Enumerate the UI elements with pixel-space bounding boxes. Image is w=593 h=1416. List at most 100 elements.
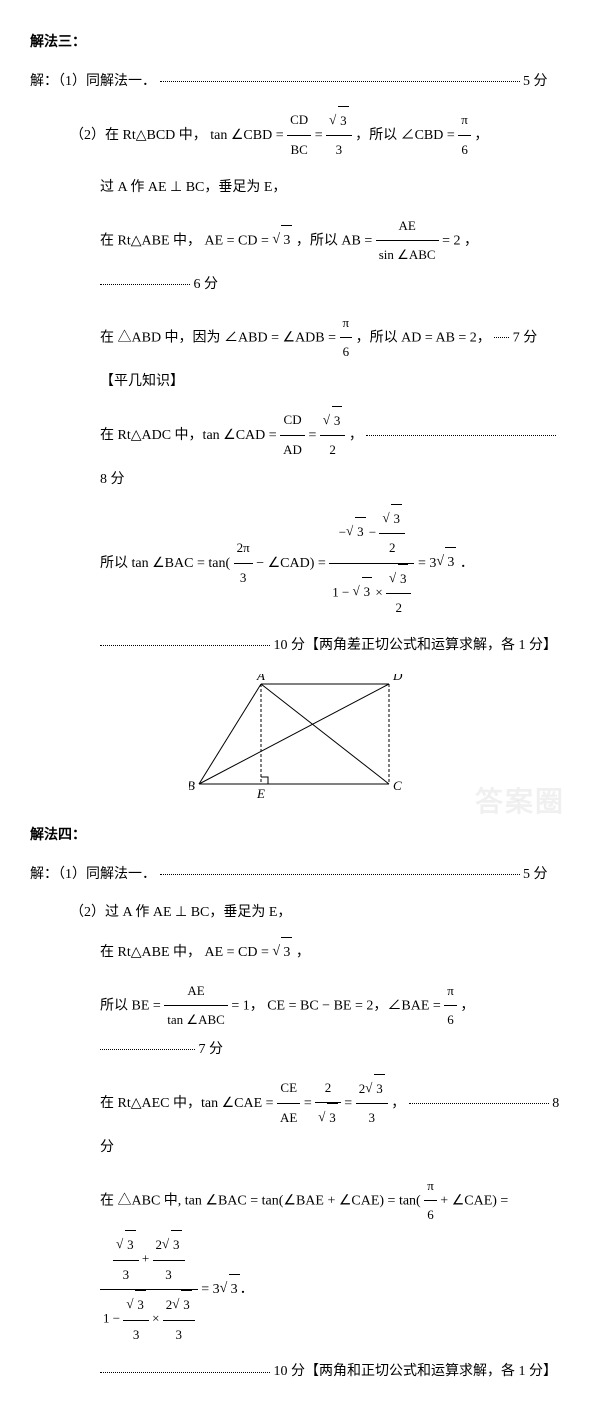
den: AD bbox=[280, 436, 305, 465]
num: AE bbox=[164, 977, 228, 1007]
d: 3 bbox=[163, 1321, 195, 1350]
txt: = 1， CE = BC − BE = 2，∠BAE = bbox=[231, 998, 440, 1013]
m3-eq1: （2）在 Rt△BCD 中， tan ∠CBD = CD BC = 3 3 ，所… bbox=[70, 106, 563, 165]
if4: 233 bbox=[163, 1290, 195, 1349]
n: 23 bbox=[163, 1290, 195, 1321]
inner-frac: 32 bbox=[379, 504, 405, 563]
txt: ，所以 AD = AB = 2， bbox=[356, 330, 491, 345]
minus: − bbox=[366, 524, 380, 539]
m3-line6: 所以 tan ∠BAC = tan( 2π 3 − ∠CAD) = −3 − 3… bbox=[100, 504, 563, 623]
txt: 1 − bbox=[332, 584, 352, 599]
frac-pi-6b: π 6 bbox=[340, 309, 353, 367]
big-num: −3 − 32 bbox=[329, 504, 414, 564]
den: 2 bbox=[320, 436, 346, 465]
m4-line3: 所以 BE = AE tan ∠ABC = 1， CE = BC − BE = … bbox=[100, 977, 563, 1066]
sqrt: 3 bbox=[391, 504, 402, 534]
n: 3 bbox=[123, 1290, 149, 1321]
sqrt: 3 bbox=[338, 106, 349, 136]
d: 3 bbox=[123, 1321, 149, 1350]
m3-score10: 10 分【两角差正切公式和运算求解，各 1 分】 bbox=[274, 638, 558, 653]
num: AE bbox=[376, 212, 439, 242]
n: 3 bbox=[379, 504, 405, 535]
den: 3 bbox=[234, 564, 253, 593]
period: ． bbox=[240, 1282, 254, 1297]
m4-score10-line: 10 分【两角和正切公式和运算求解，各 1 分】 bbox=[100, 1357, 563, 1388]
sqrt: 3 bbox=[398, 564, 409, 594]
txt: ，所以 AB = bbox=[296, 233, 372, 248]
den: BC bbox=[287, 136, 311, 165]
m3-line3: 在 Rt△ABE 中， AE = CD = 3 ，所以 AB = AE sin … bbox=[100, 212, 563, 301]
plus: + bbox=[139, 1251, 153, 1266]
big-frac: −3 − 32 1 − 3 × 32 bbox=[329, 504, 414, 623]
big-frac2: 33 + 233 1 − 33 × 233 bbox=[100, 1230, 198, 1349]
svg-text:D: D bbox=[392, 674, 403, 683]
m4-part1: 解：（1）同解法一． 5 分 bbox=[30, 860, 563, 891]
m4-line2: 在 Rt△ABE 中， AE = CD = 3 ， bbox=[100, 937, 563, 969]
eq: = bbox=[304, 1096, 312, 1111]
frac-sqrt3-3: 3 3 bbox=[326, 106, 352, 165]
den: 3 bbox=[326, 136, 352, 165]
txt: （2）在 Rt△BCD 中， bbox=[70, 127, 207, 142]
frac-2-sqrt3: 2 3 bbox=[315, 1074, 341, 1133]
frac-sqrt3-2: 3 2 bbox=[320, 406, 346, 465]
txt: + ∠CAE) = bbox=[440, 1193, 508, 1208]
frac-cd-ad: CD AD bbox=[280, 406, 305, 464]
svg-text:B: B bbox=[189, 778, 195, 793]
dots bbox=[100, 1372, 270, 1373]
m4-score7: 7 分 bbox=[199, 1042, 224, 1057]
d: 3 bbox=[113, 1261, 139, 1290]
comma: ， bbox=[460, 998, 474, 1013]
txt: 在 △ABC 中, tan ∠BAC = tan(∠BAE + ∠CAE) = … bbox=[100, 1193, 421, 1208]
m4-line1: （2）过 A 作 AE ⊥ BC，垂足为 E， bbox=[70, 898, 563, 929]
dots bbox=[494, 337, 509, 338]
m4-score1: 5 分 bbox=[523, 867, 548, 882]
eq: = 3 bbox=[201, 1282, 219, 1297]
frac-2pi-3: 2π 3 bbox=[234, 534, 253, 592]
den: 6 bbox=[340, 338, 353, 367]
sqrt: 3 bbox=[362, 577, 373, 607]
dots bbox=[100, 645, 270, 646]
m3-line4: 在 △ABD 中，因为 ∠ABD = ∠ADB = π 6 ，所以 AD = A… bbox=[100, 309, 563, 398]
sqrt: 3 bbox=[332, 406, 343, 436]
m3-line2: 过 A 作 AE ⊥ BC，垂足为 E， bbox=[100, 173, 563, 204]
frac-ae-sin: AE sin ∠ABC bbox=[376, 212, 439, 270]
if: 33 bbox=[113, 1230, 139, 1289]
m3-part1: 解：（1）同解法一． 5 分 bbox=[30, 67, 563, 98]
n: 3 bbox=[386, 564, 412, 595]
frac-pi-6: π 6 bbox=[458, 106, 471, 164]
d: 2 bbox=[379, 534, 405, 563]
txt: 所以 tan ∠BAC = tan( bbox=[100, 555, 230, 570]
num: 2π bbox=[234, 534, 253, 564]
m4-part1-label: 解：（1）同解法一． bbox=[30, 867, 156, 882]
frac-ce-ae: CE AE bbox=[277, 1074, 300, 1132]
num: 23 bbox=[356, 1074, 388, 1105]
den: 3 bbox=[315, 1103, 341, 1133]
txt: − ∠CAD) = bbox=[256, 555, 326, 570]
sqrt: 3 bbox=[171, 1230, 182, 1260]
method4-title: 解法四： bbox=[30, 821, 563, 852]
den: 6 bbox=[458, 136, 471, 165]
num: π bbox=[340, 309, 353, 339]
den: 6 bbox=[444, 1006, 457, 1035]
txt: ，所以 ∠CBD = bbox=[355, 127, 455, 142]
big-den: 1 − 3 × 32 bbox=[329, 564, 414, 623]
sqrt: 3 bbox=[229, 1274, 240, 1306]
txt: 1 − bbox=[103, 1311, 123, 1326]
num: 2 bbox=[315, 1074, 341, 1104]
m4-line5: 在 △ABC 中, tan ∠BAC = tan(∠BAE + ∠CAE) = … bbox=[100, 1172, 563, 1350]
big-num2: 33 + 233 bbox=[100, 1230, 198, 1290]
dots bbox=[100, 284, 190, 285]
num: π bbox=[458, 106, 471, 136]
num: CD bbox=[287, 106, 311, 136]
num: π bbox=[444, 977, 457, 1007]
txt: 所以 BE = bbox=[100, 998, 161, 1013]
sqrt: 3 bbox=[355, 517, 366, 547]
svg-text:E: E bbox=[256, 786, 265, 801]
txt: 在 △ABD 中，因为 ∠ABD = ∠ADB = bbox=[100, 330, 336, 345]
txt: 在 Rt△ADC 中，tan ∠CAD = bbox=[100, 427, 277, 442]
frac-cd-bc: CD BC bbox=[287, 106, 311, 164]
dots bbox=[100, 1049, 195, 1050]
period: ． bbox=[460, 555, 474, 570]
txt: 在 Rt△AEC 中，tan ∠CAE = bbox=[100, 1096, 274, 1111]
neg: − bbox=[339, 524, 346, 539]
